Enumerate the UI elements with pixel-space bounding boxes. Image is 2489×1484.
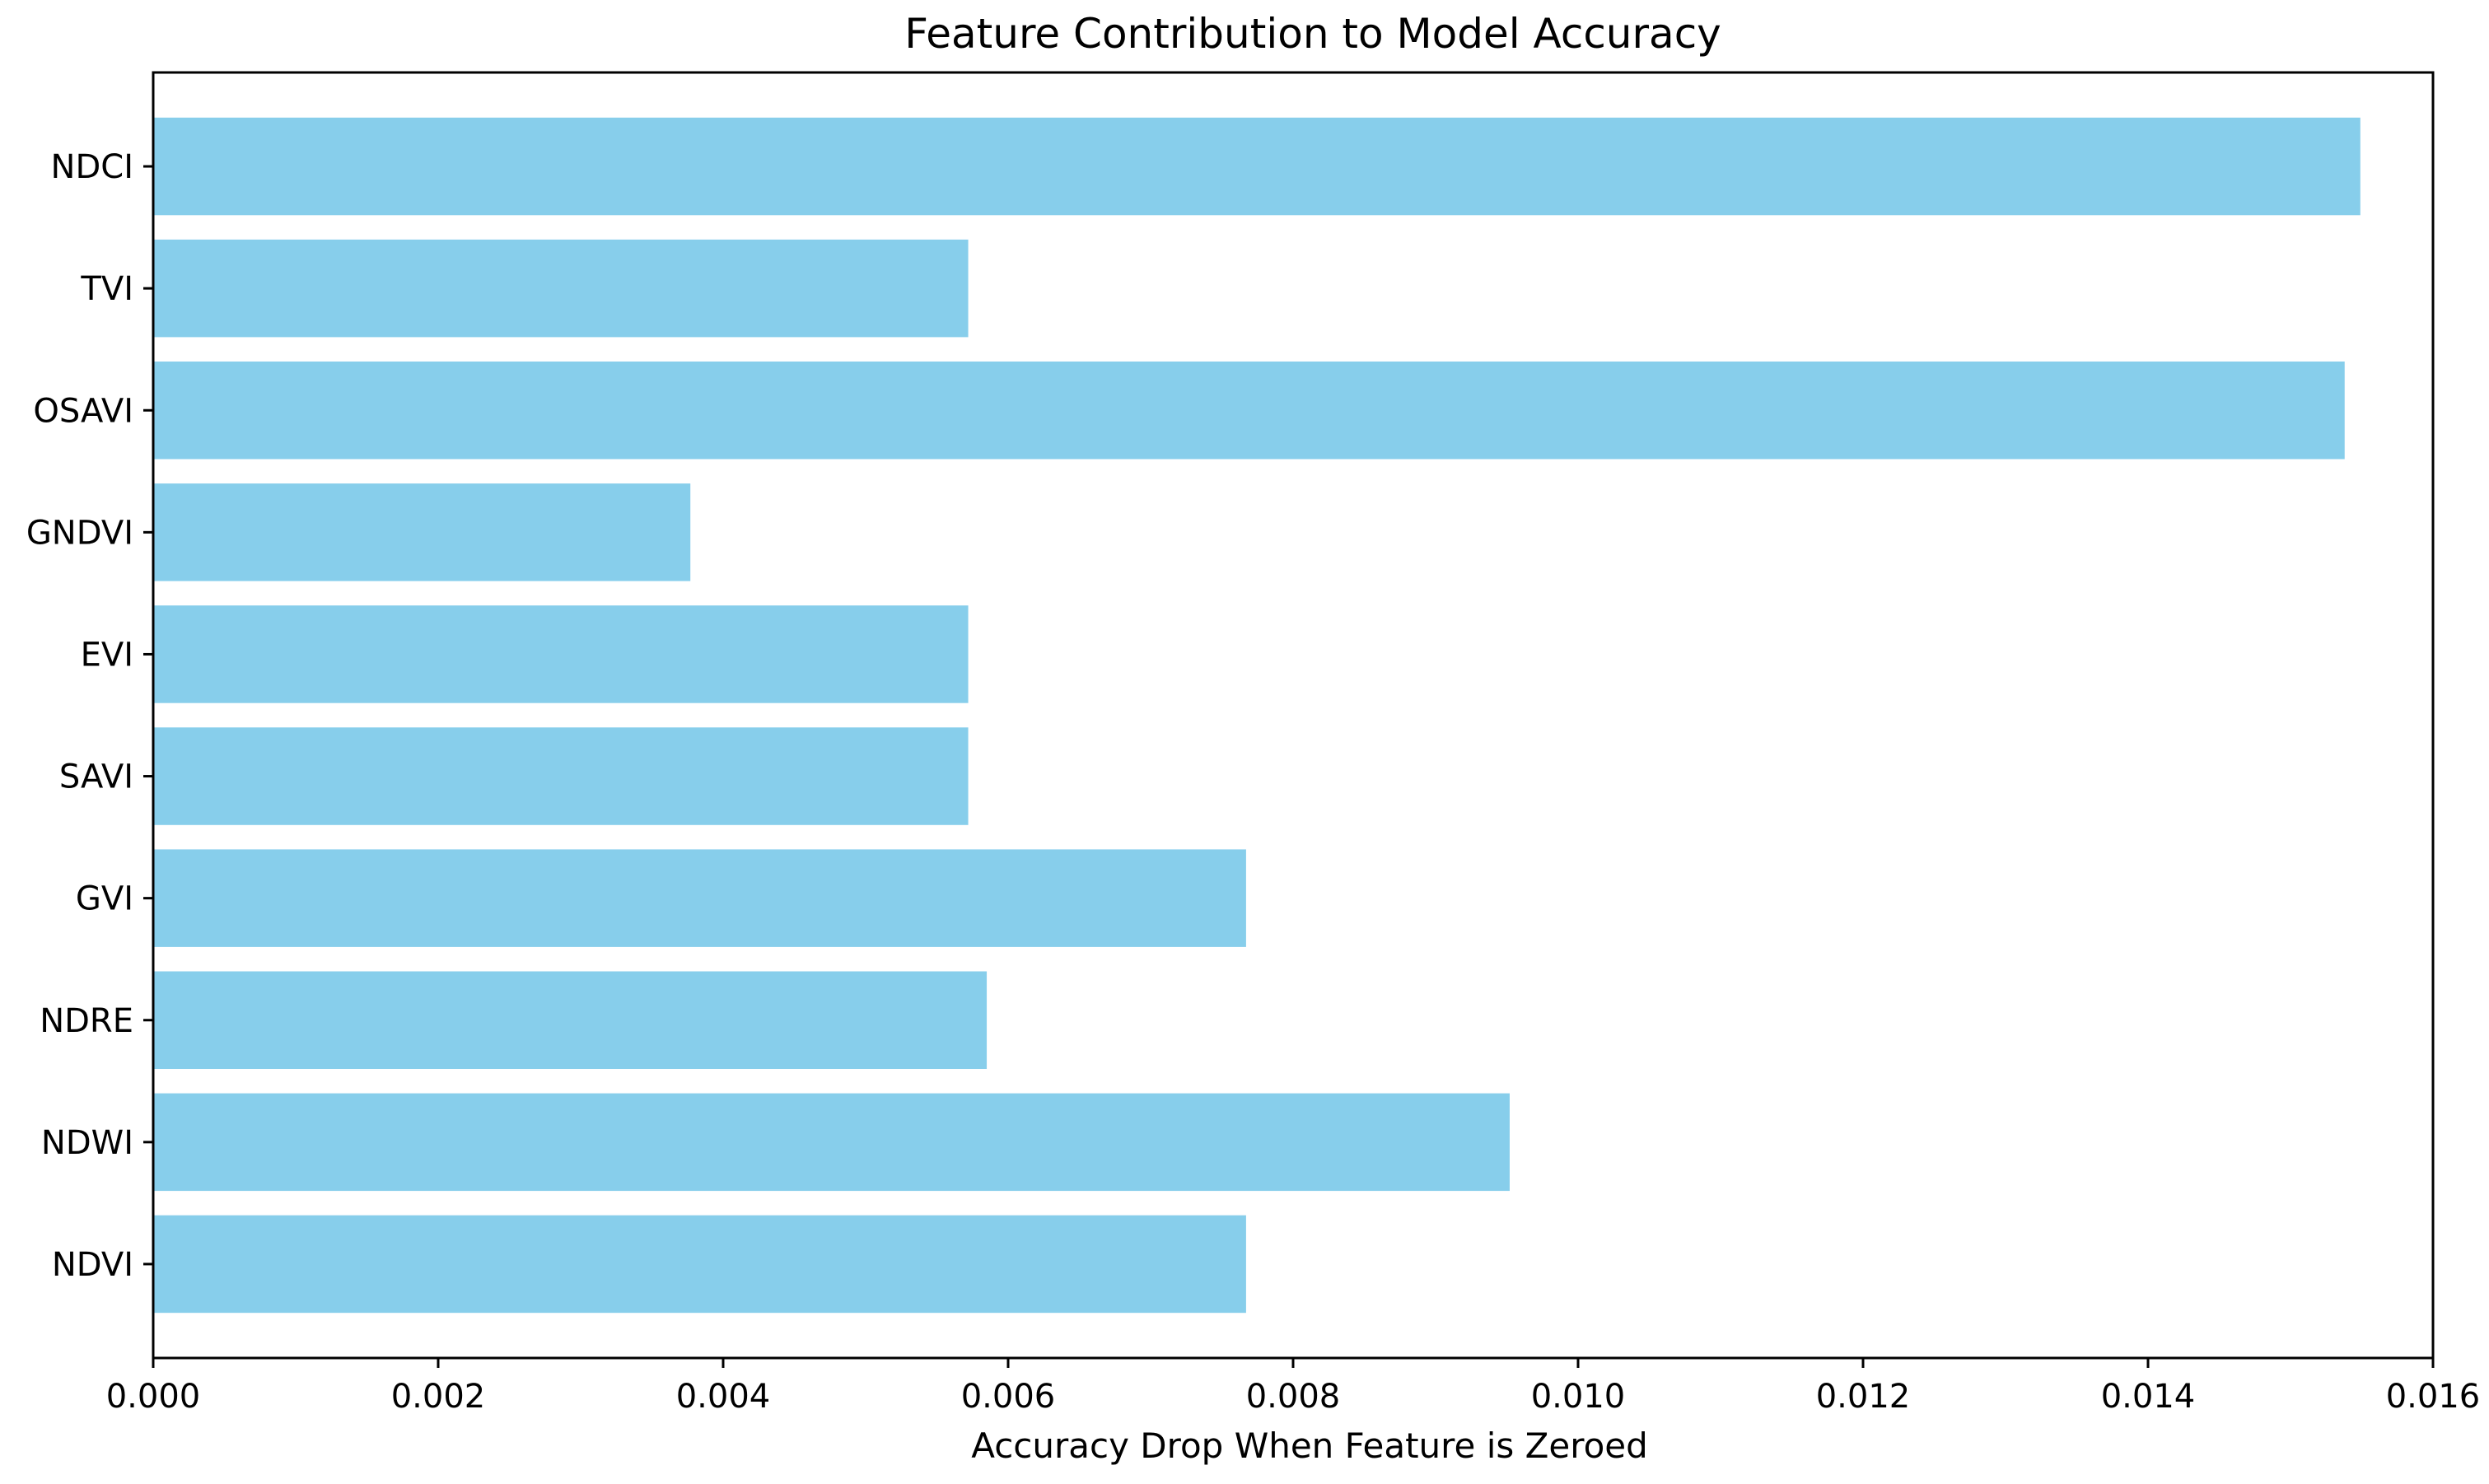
x-tick-label: 0.008 [1246, 1378, 1341, 1416]
chart-title: Feature Contribution to Model Accuracy [904, 10, 1721, 58]
y-tick-label: NDRE [40, 1002, 133, 1040]
x-tick-label: 0.014 [2101, 1378, 2196, 1416]
bar-ndvi [153, 1215, 1246, 1314]
bar-osavi [153, 362, 2345, 460]
x-tick-label: 0.010 [1531, 1378, 1626, 1416]
x-tick-label: 0.006 [961, 1378, 1056, 1416]
bar-tvi [153, 239, 969, 338]
x-tick-label: 0.002 [391, 1378, 486, 1416]
y-axis: NDVI NDWI NDRE GVI SAVI EVI GNDVI OSAVI TVI NDCI [26, 148, 153, 1284]
y-tick-label: OSAVI [33, 392, 133, 430]
y-tick-label: GVI [76, 880, 133, 918]
y-tick-label: EVI [81, 636, 133, 674]
bar-evi [153, 605, 969, 703]
x-tick-label: 0.004 [676, 1378, 771, 1416]
y-tick-label: GNDVI [26, 514, 133, 552]
bar-ndre [153, 971, 988, 1069]
x-tick-label: 0.000 [106, 1378, 201, 1416]
bar-gndvi [153, 483, 691, 581]
bars-layer [153, 117, 2361, 1314]
y-tick-label: NDVI [52, 1246, 133, 1284]
y-tick-label: TVI [80, 270, 133, 308]
y-tick-label: NDWI [41, 1124, 133, 1162]
bar-ndci [153, 117, 2361, 216]
plot-frame [152, 71, 2435, 1360]
x-axis: 0.000 0.002 0.004 0.006 0.008 0.010 0.012 0.014… [106, 1358, 2481, 1416]
x-tick-label: 0.012 [1816, 1378, 1911, 1416]
y-tick-label: NDCI [51, 148, 133, 186]
x-axis-title: Accuracy Drop When Feature is Zeroed [971, 1426, 1648, 1466]
bar-ndwi [153, 1093, 1510, 1192]
x-tick-label: 0.016 [2386, 1378, 2481, 1416]
bar-gvi [153, 849, 1246, 947]
y-tick-label: SAVI [59, 758, 133, 796]
bar-savi [153, 727, 969, 825]
